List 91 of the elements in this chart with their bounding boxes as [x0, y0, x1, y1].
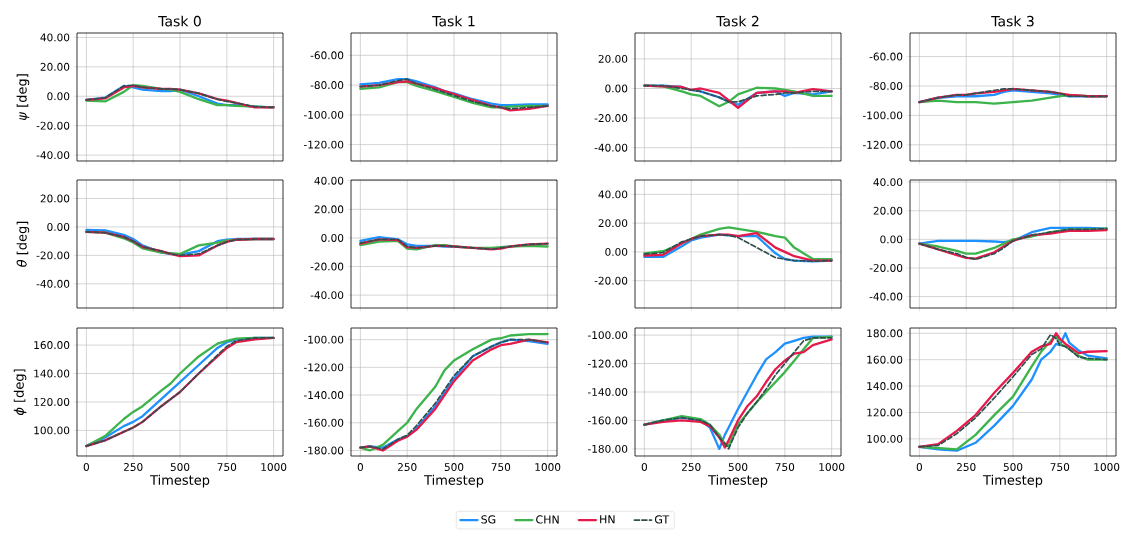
y-axis-title: ψ [deg]: [16, 74, 30, 121]
x-tick-label: 750: [491, 463, 511, 471]
x-tick-label: 500: [1003, 463, 1023, 471]
y-tick-label: 40.00: [314, 176, 344, 185]
y-tick-label: -80.00: [869, 81, 903, 90]
y-tick-label: 20.00: [598, 54, 628, 63]
y-tick-label: -20.00: [310, 262, 344, 271]
x-tick-label: 1000: [1094, 463, 1120, 471]
y-tick-label: 40.00: [40, 33, 70, 42]
y-tick-label: -140.00: [587, 388, 628, 396]
y-tick-label: -60.00: [869, 52, 903, 61]
y-tick-label: 140.00: [34, 369, 70, 378]
y-tick-label: 160.00: [34, 341, 70, 350]
y-tick-label: 180.00: [867, 329, 903, 338]
y-tick-label: 160.00: [867, 355, 903, 364]
y-tick-label: 0.00: [605, 84, 628, 93]
y-tick-label: -120.00: [303, 140, 344, 149]
y-tick-label: -40.00: [36, 151, 70, 160]
y-tick-label: -100.00: [303, 335, 344, 344]
y-tick-label: 0.00: [321, 233, 344, 242]
y-tick-label: 20.00: [40, 62, 70, 71]
y-tick-label: 120.00: [34, 397, 70, 406]
y-tick-label: -40.00: [36, 279, 70, 288]
x-tick-label: 500: [444, 463, 464, 471]
legend-label: SG: [481, 515, 496, 524]
legend-label: HN: [600, 515, 615, 524]
y-axis-title: θ [deg]: [16, 221, 30, 267]
y-tick-label: 40.00: [598, 190, 628, 199]
y-tick-label: 0.00: [605, 247, 628, 256]
y-tick-label: 140.00: [867, 382, 903, 391]
x-tick-label: 750: [1050, 463, 1070, 471]
y-tick-label: -20.00: [594, 276, 628, 285]
y-tick-label: -40.00: [594, 143, 628, 152]
x-tick-label: 0: [641, 463, 648, 471]
y-tick-label: -40.00: [869, 292, 903, 301]
y-tick-label: 100.00: [34, 426, 70, 435]
y-tick-label: 100.00: [867, 434, 903, 443]
y-tick-label: -160.00: [303, 418, 344, 427]
y-tick-label: 40.00: [873, 178, 903, 187]
y-tick-label: -180.00: [587, 444, 628, 453]
x-axis-title: Timestep: [708, 474, 768, 488]
y-tick-label: -120.00: [587, 359, 628, 368]
y-tick-label: -40.00: [310, 291, 344, 300]
x-tick-label: 0: [357, 463, 363, 471]
x-tick-label: 250: [123, 463, 143, 471]
line-series: [85, 84, 275, 109]
y-tick-label: -100.00: [303, 110, 344, 119]
x-tick-label: 250: [397, 463, 417, 471]
y-tick-label: -120.00: [303, 363, 344, 372]
y-tick-label: 0.00: [880, 235, 903, 244]
x-tick-label: 500: [170, 463, 190, 471]
x-axis-title: Timestep: [424, 474, 484, 488]
chart-title: Task 1: [432, 15, 475, 27]
x-tick-label: 1000: [535, 463, 561, 471]
line-series: [643, 226, 833, 261]
x-tick-label: 1000: [819, 463, 845, 471]
y-tick-label: 20.00: [598, 219, 628, 228]
legend-label: GT: [654, 515, 670, 524]
y-tick-label: -20.00: [594, 114, 628, 123]
y-tick-label: 20.00: [40, 194, 70, 203]
x-tick-label: 250: [681, 463, 701, 471]
x-tick-label: 500: [728, 463, 748, 471]
chart-title: Task 3: [991, 15, 1034, 27]
y-tick-label: -140.00: [303, 391, 344, 400]
y-tick-label: -160.00: [587, 416, 628, 425]
y-tick-label: -120.00: [862, 140, 903, 149]
y-tick-label: 0.00: [47, 222, 70, 231]
y-tick-label: -60.00: [310, 51, 344, 60]
legend-label: CHN: [536, 515, 559, 524]
x-tick-label: 0: [83, 463, 89, 471]
y-tick-label: -180.00: [303, 446, 344, 455]
chart-title: Task 0: [158, 15, 201, 27]
x-tick-label: 1000: [261, 463, 287, 471]
y-tick-label: 120.00: [867, 408, 903, 417]
x-tick-label: 750: [217, 463, 237, 471]
y-axis-title: ϕ [deg]: [13, 369, 27, 416]
y-tick-label: -100.00: [587, 331, 628, 340]
chart-title: Task 2: [716, 15, 759, 27]
y-tick-label: -80.00: [310, 81, 344, 90]
y-tick-label: -100.00: [862, 111, 903, 120]
y-tick-label: 20.00: [873, 206, 903, 215]
x-tick-label: 0: [916, 463, 923, 471]
y-tick-label: -20.00: [36, 251, 70, 260]
x-axis-title: Timestep: [983, 474, 1043, 488]
y-tick-label: -20.00: [36, 121, 70, 130]
x-axis-title: Timestep: [150, 474, 210, 488]
y-tick-label: 0.00: [47, 92, 70, 101]
y-tick-label: 20.00: [314, 205, 344, 214]
y-tick-label: -20.00: [869, 263, 903, 272]
x-tick-label: 250: [956, 463, 976, 471]
x-tick-label: 750: [775, 463, 795, 471]
